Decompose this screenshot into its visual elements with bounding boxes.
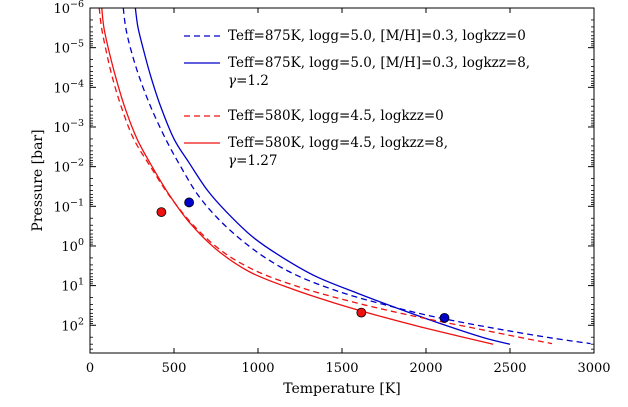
data-point-marker-1	[184, 197, 195, 208]
data-point-marker-4	[356, 307, 367, 318]
legend-label-2-line-2: γ=1.2	[228, 73, 269, 89]
x-tick-label: 1000	[241, 361, 274, 376]
legend-label-3-line-1: Teff=580K, logg=4.5, logkzz=0	[228, 108, 444, 124]
y-axis: 10−6 10−5 10−4 10−3 10−2 10−1 100 101 102	[53, 0, 594, 350]
x-tick-label: 2000	[409, 361, 442, 376]
x-tick-label: 2500	[493, 361, 526, 376]
curve-layer	[98, 8, 591, 345]
y-tick-label: 10−2	[53, 158, 84, 176]
y-tick-label: 102	[61, 316, 84, 334]
data-point-marker-2	[439, 312, 450, 323]
series-line-2	[134, 8, 511, 345]
y-tick-label: 101	[61, 277, 84, 295]
legend-label-4-line-2: γ=1.27	[228, 153, 277, 169]
x-axis: 0 500 1000 1500 2000 2500 3000	[86, 8, 611, 376]
x-tick-label: 500	[162, 361, 187, 376]
y-axis-label: Pressure [bar]	[30, 129, 46, 231]
y-tick-label: 10−1	[53, 197, 84, 215]
x-tick-label: 0	[86, 361, 94, 376]
y-tick-label: 10−5	[53, 39, 84, 57]
x-tick-label: 1500	[325, 361, 358, 376]
y-tick-label: 10−3	[53, 118, 84, 136]
y-tick-label: 10−6	[53, 0, 84, 17]
y-tick-label: 10−4	[53, 78, 84, 96]
x-axis-label: Temperature [K]	[283, 381, 401, 397]
data-point-marker-3	[156, 207, 167, 217]
marker-layer	[156, 197, 450, 323]
series-line-3	[98, 8, 553, 345]
legend-label-2-line-1: Teff=875K, logg=5.0, [M/H]=0.3, logkzz=8…	[228, 55, 530, 71]
legend: Teff=875K, logg=5.0, [M/H]=0.3, logkzz=0…	[184, 28, 530, 169]
legend-label-1-line-1: Teff=875K, logg=5.0, [M/H]=0.3, logkzz=0	[228, 28, 526, 44]
x-tick-label: 3000	[577, 361, 610, 376]
y-tick-label: 100	[61, 237, 84, 255]
legend-label-4-line-1: Teff=580K, logg=4.5, logkzz=8,	[228, 135, 448, 151]
series-line-4	[101, 8, 494, 345]
series-line-1	[122, 8, 591, 345]
